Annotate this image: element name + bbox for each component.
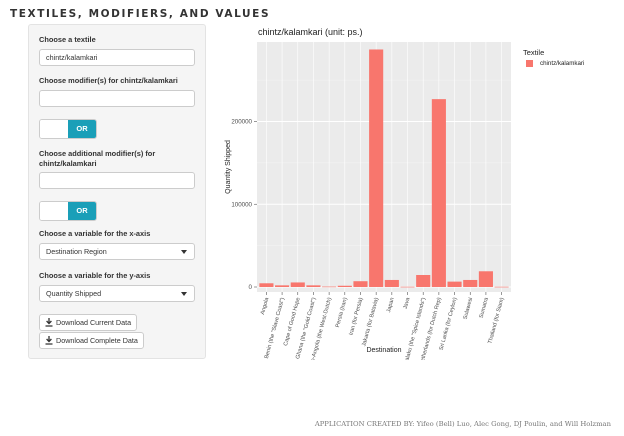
bar [275, 285, 290, 287]
bar [322, 286, 337, 288]
x-tick-label: Sumatra [479, 296, 490, 319]
download-icon [45, 336, 53, 345]
textile-select-value: chintz/kalamkari [46, 53, 98, 62]
x-tick-label: Sulawesi [463, 297, 475, 320]
x-tick-label: Jakarta (for Batavia) [361, 297, 380, 347]
additional-modifier-input[interactable] [39, 172, 195, 189]
xaxis-label: Choose a variable for the x-axis [39, 229, 151, 238]
bar [494, 286, 509, 288]
xaxis-select[interactable]: Destination Region [39, 243, 195, 260]
chevron-down-icon [181, 292, 187, 296]
y-tick-label: 100000 [231, 201, 252, 208]
toggle-off-side [40, 120, 69, 138]
download-complete-label: Download Complete Data [56, 336, 138, 345]
footer-credits: APPLICATION CREATED BY: Yifeo (Bell) Luo… [314, 420, 611, 428]
bar [416, 275, 431, 287]
legend-title: Textile [523, 48, 545, 57]
page-title: TEXTILES, MODIFIERS, AND VALUES [10, 8, 271, 20]
bar [369, 49, 384, 287]
additional-modifier-label: Choose additional modifier(s) for chintz… [39, 149, 155, 168]
additional-label-line1: Choose additional modifier(s) for [39, 149, 156, 158]
xaxis-select-value: Destination Region [46, 247, 107, 256]
yaxis-select-value: Quantity Shipped [46, 289, 102, 298]
bar [478, 271, 493, 287]
x-tick-label: Angola [260, 296, 271, 315]
yaxis-select[interactable]: Quantity Shipped [39, 285, 195, 302]
y-tick-label: 0 [249, 284, 253, 291]
bar [463, 279, 478, 287]
legend-label: chintz/kalamkari [540, 60, 585, 67]
toggle-or-label: OR [68, 120, 96, 138]
x-tick-label: Iran (for Persia) [349, 297, 365, 336]
bar [400, 286, 415, 288]
x-tick-label: Japan [386, 297, 396, 313]
y-tick-label: 200000 [231, 119, 252, 126]
download-icon [45, 318, 53, 327]
x-tick-label: Cape of Good Hope [283, 297, 302, 347]
additional-or-toggle[interactable]: OR [39, 201, 97, 221]
x-tick-label: Sri Lanka (for Ceylon) [439, 297, 459, 351]
chart-title: chintz/kalamkari (unit: ps.) [258, 27, 363, 37]
bar [353, 281, 368, 287]
additional-label-line2: chintz/kalamkari [39, 158, 97, 168]
download-complete-button[interactable]: Download Complete Data [39, 332, 144, 349]
download-current-label: Download Current Data [56, 318, 132, 327]
x-tick-label: Thailand (for Siam) [487, 297, 505, 345]
bar [337, 285, 352, 287]
download-current-button[interactable]: Download Current Data [39, 314, 138, 331]
x-tick-label: Persia (Iran) [335, 297, 349, 328]
x-axis-title: Destination [366, 347, 401, 354]
bar [290, 282, 305, 287]
yaxis-label: Choose a variable for the y-axis [39, 271, 151, 280]
modifier-or-toggle[interactable]: OR [39, 119, 97, 139]
chevron-down-icon [181, 250, 187, 254]
bar [447, 281, 462, 287]
legend-key [526, 60, 533, 67]
x-tick-label: Java [403, 296, 412, 310]
modifier-label: Choose modifier(s) for chintz/kalamkari [39, 76, 178, 85]
bar [259, 283, 274, 287]
toggle-off-side [40, 202, 69, 220]
plot-panel [257, 42, 511, 292]
bar [384, 279, 399, 287]
y-axis-title: Quantity Shipped [225, 140, 232, 194]
bar [431, 99, 446, 287]
modifier-input[interactable] [39, 90, 195, 107]
bar [306, 285, 321, 287]
toggle-or-label: OR [68, 202, 96, 220]
sidebar-panel: Choose a textile chintz/kalamkari Choose… [28, 24, 206, 359]
textile-label: Choose a textile [39, 35, 96, 44]
textile-select[interactable]: chintz/kalamkari [39, 49, 195, 66]
